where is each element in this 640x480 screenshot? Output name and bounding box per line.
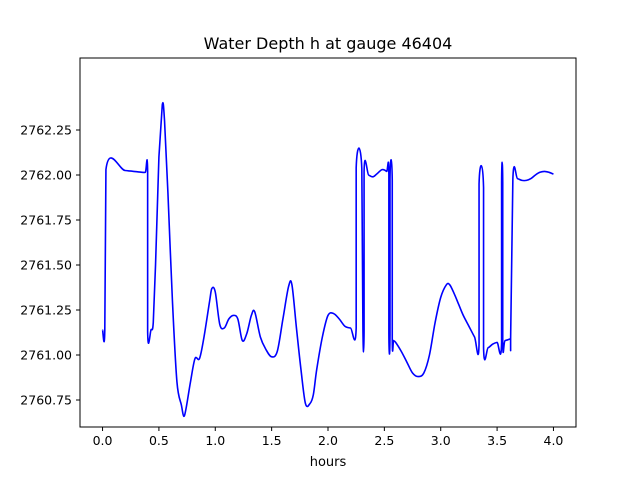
x-axis-label: hours	[310, 455, 347, 470]
x-axis: 0.0 0.5 1.0 1.5 2.0 2.5 3.0 3.5 4.0	[93, 427, 564, 448]
y-tick-label: 2760.75	[20, 393, 72, 408]
x-tick-label: 0.0	[93, 433, 113, 448]
y-tick-label: 2761.25	[20, 303, 72, 318]
y-tick-label: 2761.00	[20, 348, 72, 363]
x-tick-label: 4.0	[544, 433, 564, 448]
y-tick-label: 2762.00	[20, 168, 72, 183]
series-line-water-depth	[101, 101, 554, 418]
x-tick-label: 3.5	[487, 433, 507, 448]
x-tick-label: 1.5	[262, 433, 282, 448]
chart-title: Water Depth h at gauge 46404	[204, 34, 453, 53]
y-axis: 2760.75 2761.00 2761.25 2761.50 2761.75 2762.…	[20, 123, 80, 408]
x-tick-label: 1.0	[205, 433, 225, 448]
plot-area	[101, 101, 554, 418]
y-tick-label: 2762.25	[20, 123, 72, 138]
x-tick-label: 3.0	[431, 433, 451, 448]
x-tick-label: 2.0	[318, 433, 338, 448]
x-tick-label: 2.5	[374, 433, 394, 448]
x-tick-label: 0.5	[149, 433, 169, 448]
y-tick-label: 2761.50	[20, 258, 72, 273]
y-tick-label: 2761.75	[20, 213, 72, 228]
